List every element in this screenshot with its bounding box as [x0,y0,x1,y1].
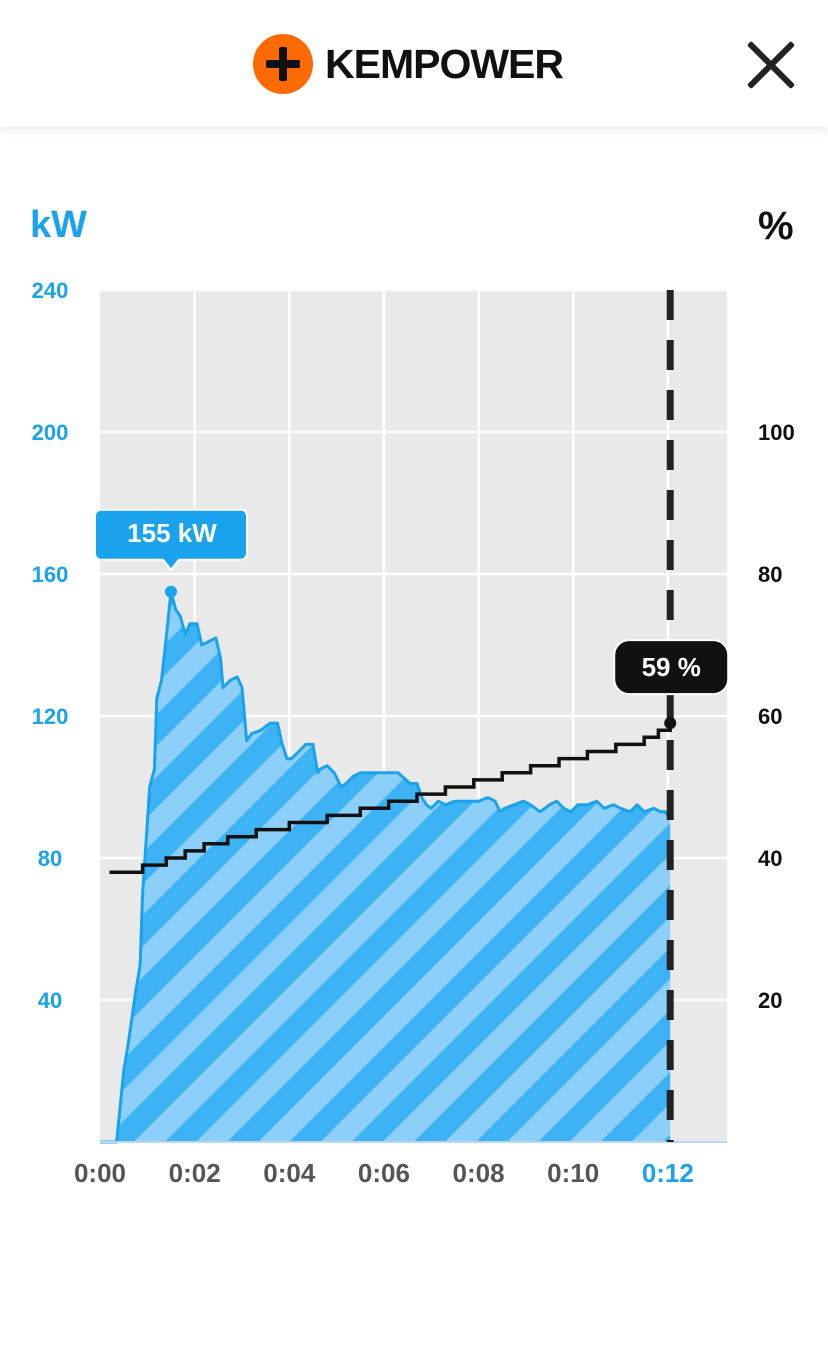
soc-line [109,723,672,874]
y-tick-right: 80 [758,562,782,587]
x-tick: 0:00 [74,1158,126,1188]
kempower-logo: KEMPOWER [253,33,564,95]
soc-callout [613,639,730,696]
soc-label: 59 % [642,652,701,682]
x-tick: 0:08 [453,1158,505,1188]
soc-current-dot [664,717,677,730]
app-header: KEMPOWER [0,0,828,127]
y-tick-left: 40 [38,988,62,1013]
y-tick-right: 40 [758,846,782,871]
power-area [100,591,671,1142]
x-tick: 0:02 [169,1158,221,1188]
peak-power-label: 155 kW [127,518,217,548]
x-tick: 0:06 [358,1158,410,1188]
y-tick-left: 160 [32,562,69,587]
power-line [100,590,672,1144]
plus-circle-icon [253,34,313,94]
x-tick: 0:12 [642,1158,694,1188]
y-tick-left: 80 [38,846,62,871]
y-tick-right: 100 [758,420,795,445]
x-tick: 0:10 [547,1158,599,1188]
right-axis-unit: % [758,204,794,248]
x-tick: 0:04 [263,1158,316,1188]
y-tick-left: 200 [32,420,69,445]
y-tick-left: 240 [32,278,69,303]
brand-name: KEMPOWER [325,40,564,87]
y-tick-right: 60 [758,704,782,729]
y-tick-right: 20 [758,988,782,1013]
left-axis-unit: kW [30,204,87,246]
peak-power-callout [93,508,248,572]
y-tick-left: 120 [32,704,69,729]
peak-power-dot [164,585,177,598]
